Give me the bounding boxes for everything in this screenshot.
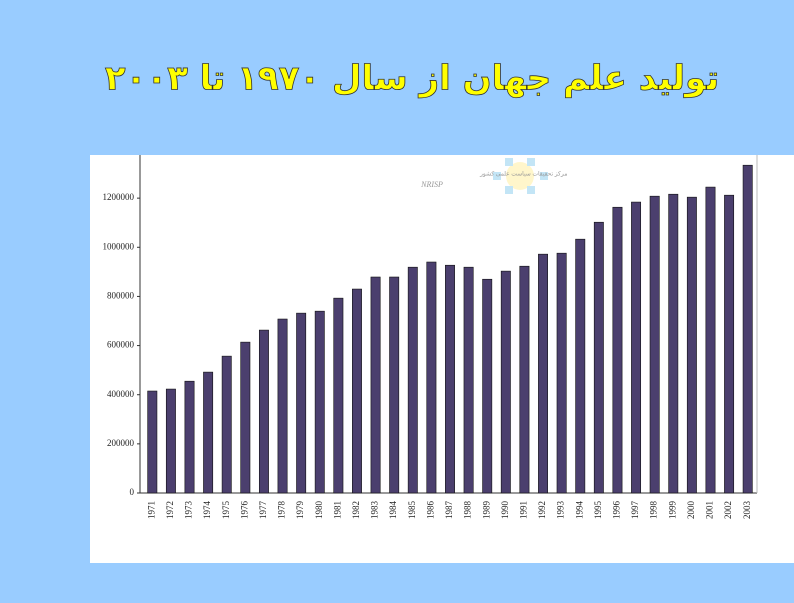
bar — [705, 186, 716, 494]
bar — [482, 278, 493, 494]
x-tick-label: 1997 — [630, 501, 640, 520]
y-tick-label: 800000 — [107, 290, 135, 300]
watermark-text: مرکز تحقیقات سیاست علمی کشور — [479, 170, 567, 177]
bar — [519, 265, 530, 494]
x-tick-label: 1993 — [556, 501, 566, 520]
x-tick-label: 1983 — [370, 501, 380, 520]
x-tick-label: 2001 — [705, 501, 715, 519]
x-tick-label: 1976 — [239, 501, 249, 520]
bar — [631, 201, 642, 494]
x-tick-label: 1991 — [518, 501, 528, 519]
bar — [686, 196, 697, 494]
x-tick-label: 1972 — [165, 501, 175, 519]
bar — [593, 221, 604, 494]
bar — [407, 266, 418, 494]
bar — [556, 252, 567, 494]
y-tick-label: 400000 — [107, 389, 135, 399]
bar — [445, 264, 455, 494]
bar — [649, 195, 660, 494]
x-tick-label: 1986 — [425, 501, 435, 520]
x-tick-label: 1998 — [649, 501, 659, 520]
bar — [724, 194, 735, 494]
bar — [612, 206, 623, 494]
x-tick-label: 1981 — [332, 501, 342, 519]
bar — [352, 288, 362, 494]
y-tick-label: 1200000 — [103, 192, 135, 202]
x-tick-label: 1975 — [221, 501, 231, 520]
x-tick-label: 2000 — [686, 501, 696, 520]
bar — [221, 355, 232, 494]
x-tick-label: 1971 — [146, 501, 156, 519]
x-tick-label: 1994 — [574, 501, 584, 520]
x-tick-label: 1988 — [463, 501, 473, 520]
bar — [463, 266, 474, 494]
x-tick-label: 1980 — [314, 501, 324, 520]
x-tick-label: 1992 — [537, 501, 547, 519]
x-tick-label: 1985 — [407, 501, 417, 520]
x-tick-label: 2003 — [742, 501, 752, 520]
bar — [426, 261, 437, 494]
x-tick-label: 1996 — [612, 501, 622, 520]
bar — [333, 297, 344, 494]
x-tick-label: 1990 — [500, 501, 510, 520]
bar — [203, 371, 214, 494]
x-tick-label: 2002 — [723, 501, 733, 519]
bar — [258, 329, 269, 494]
bar — [314, 310, 325, 494]
bar — [147, 390, 158, 494]
bar — [165, 388, 176, 494]
bar — [538, 253, 548, 494]
bar — [277, 318, 288, 494]
y-tick-label: 200000 — [107, 438, 135, 448]
watermark-text: NRISP — [420, 180, 443, 189]
x-tick-label: 1978 — [277, 501, 287, 520]
y-tick-label: 1000000 — [103, 241, 135, 251]
x-tick-label: 1999 — [667, 501, 677, 520]
x-tick-label: 1995 — [593, 501, 603, 520]
bar — [668, 193, 679, 494]
bar — [742, 164, 753, 494]
x-tick-label: 1987 — [444, 501, 454, 520]
bar — [575, 238, 586, 494]
x-tick-label: 1977 — [258, 501, 268, 520]
x-tick-label: 1979 — [295, 501, 305, 520]
bar — [240, 341, 251, 494]
x-tick-label: 1989 — [481, 501, 491, 520]
y-tick-label: 600000 — [107, 340, 135, 350]
x-tick-label: 1982 — [351, 501, 361, 519]
bar — [184, 380, 195, 494]
x-tick-label: 1974 — [202, 501, 212, 520]
watermark-logo — [493, 158, 548, 194]
bar — [500, 270, 511, 494]
slide-title: تولید علم جهان از سال ۱۹۷۰ تا ۲۰۰۳ — [105, 59, 719, 99]
bar — [296, 312, 307, 494]
x-tick-label: 1984 — [388, 501, 398, 520]
y-tick-label: 0 — [130, 487, 135, 497]
bar — [389, 276, 400, 494]
bar — [370, 276, 381, 494]
x-tick-label: 1973 — [184, 501, 194, 520]
